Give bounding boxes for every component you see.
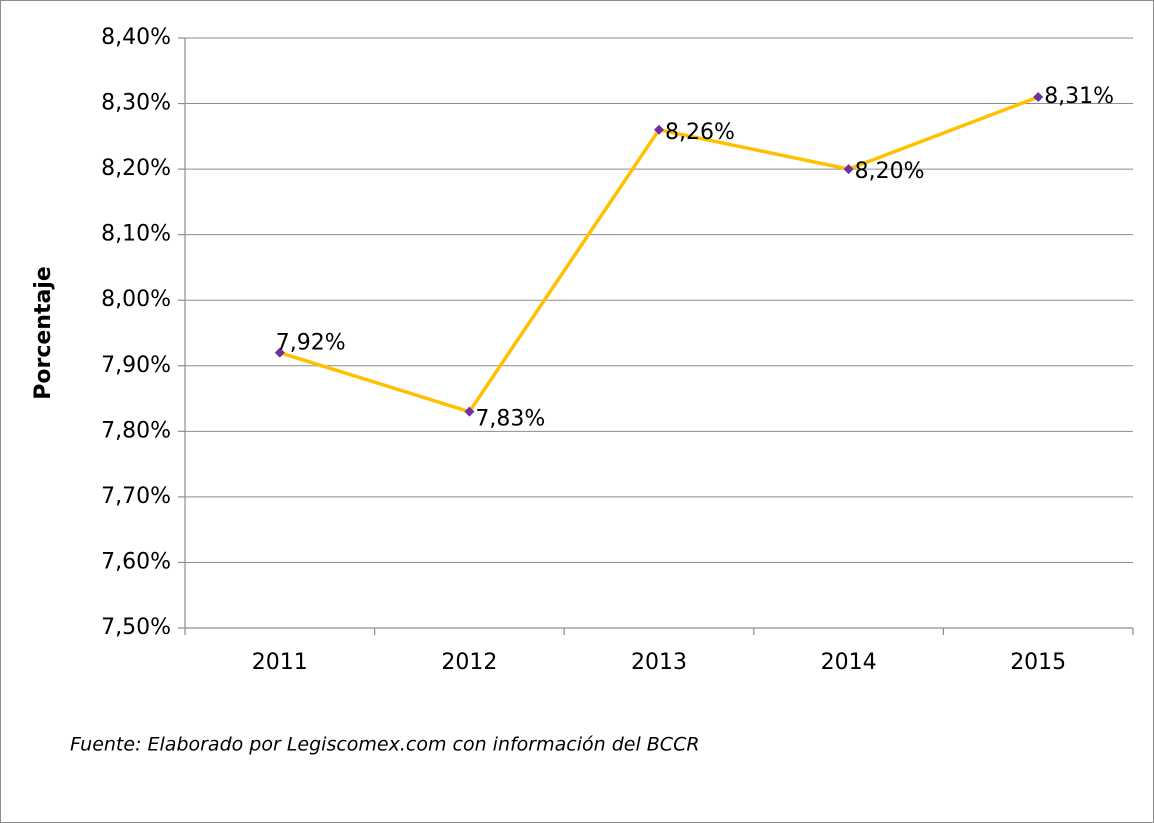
data-label: 8,31% xyxy=(1044,84,1114,109)
data-point xyxy=(464,406,475,417)
x-tick-label: 2011 xyxy=(252,650,308,675)
x-tick-label: 2015 xyxy=(1010,650,1066,675)
x-tick-label: 2012 xyxy=(441,650,497,675)
y-axis-label: Porcentaje xyxy=(31,266,56,400)
y-tick-label: 8,10% xyxy=(101,222,171,247)
data-label: 8,26% xyxy=(665,120,735,145)
y-tick-label: 7,90% xyxy=(101,353,171,378)
y-tick-label: 8,40% xyxy=(101,25,171,50)
y-tick-label: 7,80% xyxy=(101,418,171,443)
source-note: Fuente: Elaborado por Legiscomex.com con… xyxy=(70,734,700,756)
data-point xyxy=(654,124,664,135)
x-tick-label: 2014 xyxy=(821,650,877,675)
y-tick-label: 8,30% xyxy=(101,91,171,116)
data-label: 7,83% xyxy=(475,407,545,432)
y-tick-label: 8,00% xyxy=(101,287,171,312)
data-point xyxy=(274,347,285,358)
data-point xyxy=(1033,92,1044,102)
data-label: 7,92% xyxy=(276,331,346,356)
y-tick-label: 7,50% xyxy=(101,615,171,640)
y-tick-label: 7,70% xyxy=(101,484,171,509)
y-tick-label: 8,20% xyxy=(101,156,171,181)
data-label: 8,20% xyxy=(855,159,925,184)
data-point xyxy=(843,164,854,175)
x-tick-label: 2013 xyxy=(631,650,687,675)
y-tick-label: 7,60% xyxy=(101,549,171,574)
